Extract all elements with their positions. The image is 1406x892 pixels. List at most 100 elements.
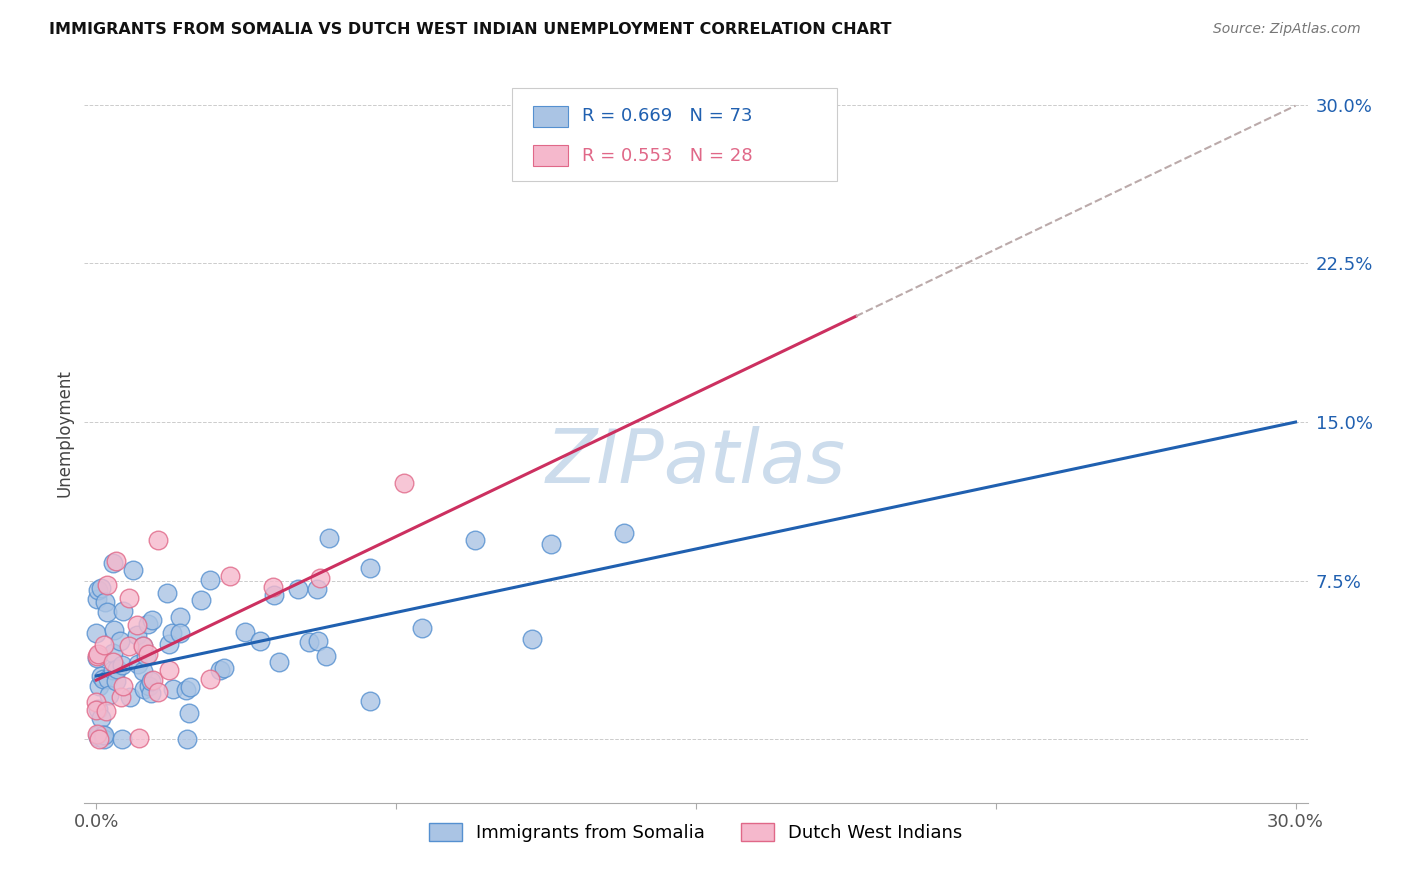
Point bbox=[117, 639, 139, 653]
Point bbox=[120, 690, 142, 705]
Point bbox=[520, 632, 543, 647]
Point bbox=[127, 617, 149, 632]
Point bbox=[93, 639, 115, 653]
Point bbox=[392, 476, 415, 491]
Point bbox=[307, 634, 329, 648]
Point bbox=[90, 581, 112, 595]
Point bbox=[96, 577, 118, 591]
Point bbox=[111, 604, 134, 618]
Point bbox=[86, 703, 108, 717]
Point bbox=[359, 561, 381, 575]
Text: ZIPatlas: ZIPatlas bbox=[546, 426, 846, 499]
Point bbox=[315, 648, 337, 663]
Point bbox=[190, 592, 212, 607]
Point bbox=[287, 582, 309, 596]
Point bbox=[179, 706, 201, 720]
Point bbox=[318, 531, 340, 545]
Point bbox=[89, 732, 111, 747]
Point bbox=[156, 586, 179, 600]
Point bbox=[127, 657, 149, 671]
Point bbox=[176, 732, 198, 747]
Point bbox=[359, 694, 381, 708]
Point bbox=[86, 731, 108, 745]
FancyBboxPatch shape bbox=[513, 88, 837, 181]
Point bbox=[218, 569, 240, 583]
Point bbox=[101, 663, 124, 677]
Point bbox=[86, 651, 108, 665]
Point bbox=[136, 616, 159, 631]
Point bbox=[87, 679, 110, 693]
Point bbox=[411, 621, 433, 635]
Point bbox=[132, 681, 155, 696]
Point bbox=[97, 673, 120, 687]
Point bbox=[93, 732, 115, 747]
Point bbox=[139, 686, 162, 700]
Point bbox=[93, 728, 115, 742]
Point bbox=[132, 639, 155, 653]
Point bbox=[101, 655, 124, 669]
Point bbox=[157, 663, 180, 677]
Point bbox=[307, 582, 329, 597]
Point bbox=[87, 702, 110, 716]
Point bbox=[96, 705, 118, 719]
Bar bbox=[533, 145, 568, 166]
Legend: Immigrants from Somalia, Dutch West Indians: Immigrants from Somalia, Dutch West Indi… bbox=[422, 815, 970, 849]
Bar bbox=[533, 106, 568, 127]
Point bbox=[110, 657, 132, 672]
Point bbox=[136, 647, 159, 661]
Point bbox=[198, 673, 221, 687]
Text: R = 0.553   N = 28: R = 0.553 N = 28 bbox=[582, 146, 752, 164]
Point bbox=[105, 662, 128, 676]
Point bbox=[86, 695, 108, 709]
Point bbox=[91, 673, 114, 687]
Point bbox=[87, 728, 110, 742]
Point bbox=[101, 556, 124, 570]
Point bbox=[122, 563, 145, 577]
Point bbox=[612, 526, 634, 541]
Point bbox=[111, 679, 134, 693]
Point bbox=[87, 582, 110, 597]
Point bbox=[104, 674, 127, 689]
Point bbox=[249, 633, 271, 648]
Point bbox=[111, 732, 134, 747]
Point bbox=[174, 683, 197, 698]
Point bbox=[269, 655, 291, 669]
Point bbox=[91, 728, 114, 742]
Point bbox=[138, 679, 160, 693]
Point bbox=[464, 533, 486, 547]
Point bbox=[233, 625, 256, 640]
Text: IMMIGRANTS FROM SOMALIA VS DUTCH WEST INDIAN UNEMPLOYMENT CORRELATION CHART: IMMIGRANTS FROM SOMALIA VS DUTCH WEST IN… bbox=[49, 22, 891, 37]
Point bbox=[103, 647, 125, 661]
Point bbox=[117, 591, 139, 605]
Point bbox=[108, 633, 131, 648]
Text: R = 0.669   N = 73: R = 0.669 N = 73 bbox=[582, 107, 752, 126]
Point bbox=[160, 626, 183, 640]
Point bbox=[94, 595, 117, 609]
Point bbox=[103, 623, 125, 637]
Point bbox=[263, 588, 285, 602]
Point bbox=[298, 635, 321, 649]
Point bbox=[179, 680, 201, 694]
Point bbox=[90, 669, 112, 683]
Point bbox=[135, 648, 157, 663]
Point bbox=[131, 639, 153, 653]
Point bbox=[208, 663, 231, 677]
Point bbox=[146, 684, 169, 698]
Point bbox=[90, 711, 112, 725]
Point bbox=[86, 626, 108, 640]
Y-axis label: Unemployment: Unemployment bbox=[55, 368, 73, 497]
Text: Source: ZipAtlas.com: Source: ZipAtlas.com bbox=[1213, 22, 1361, 37]
Point bbox=[141, 673, 163, 688]
Point bbox=[87, 648, 110, 662]
Point bbox=[128, 731, 150, 745]
Point bbox=[169, 610, 191, 624]
Point bbox=[105, 554, 128, 568]
Point bbox=[141, 613, 163, 627]
Point bbox=[148, 533, 170, 547]
Point bbox=[157, 637, 180, 651]
Point bbox=[540, 537, 562, 551]
Point bbox=[132, 664, 155, 678]
Point bbox=[139, 673, 162, 688]
Point bbox=[110, 690, 132, 705]
Point bbox=[162, 681, 184, 696]
